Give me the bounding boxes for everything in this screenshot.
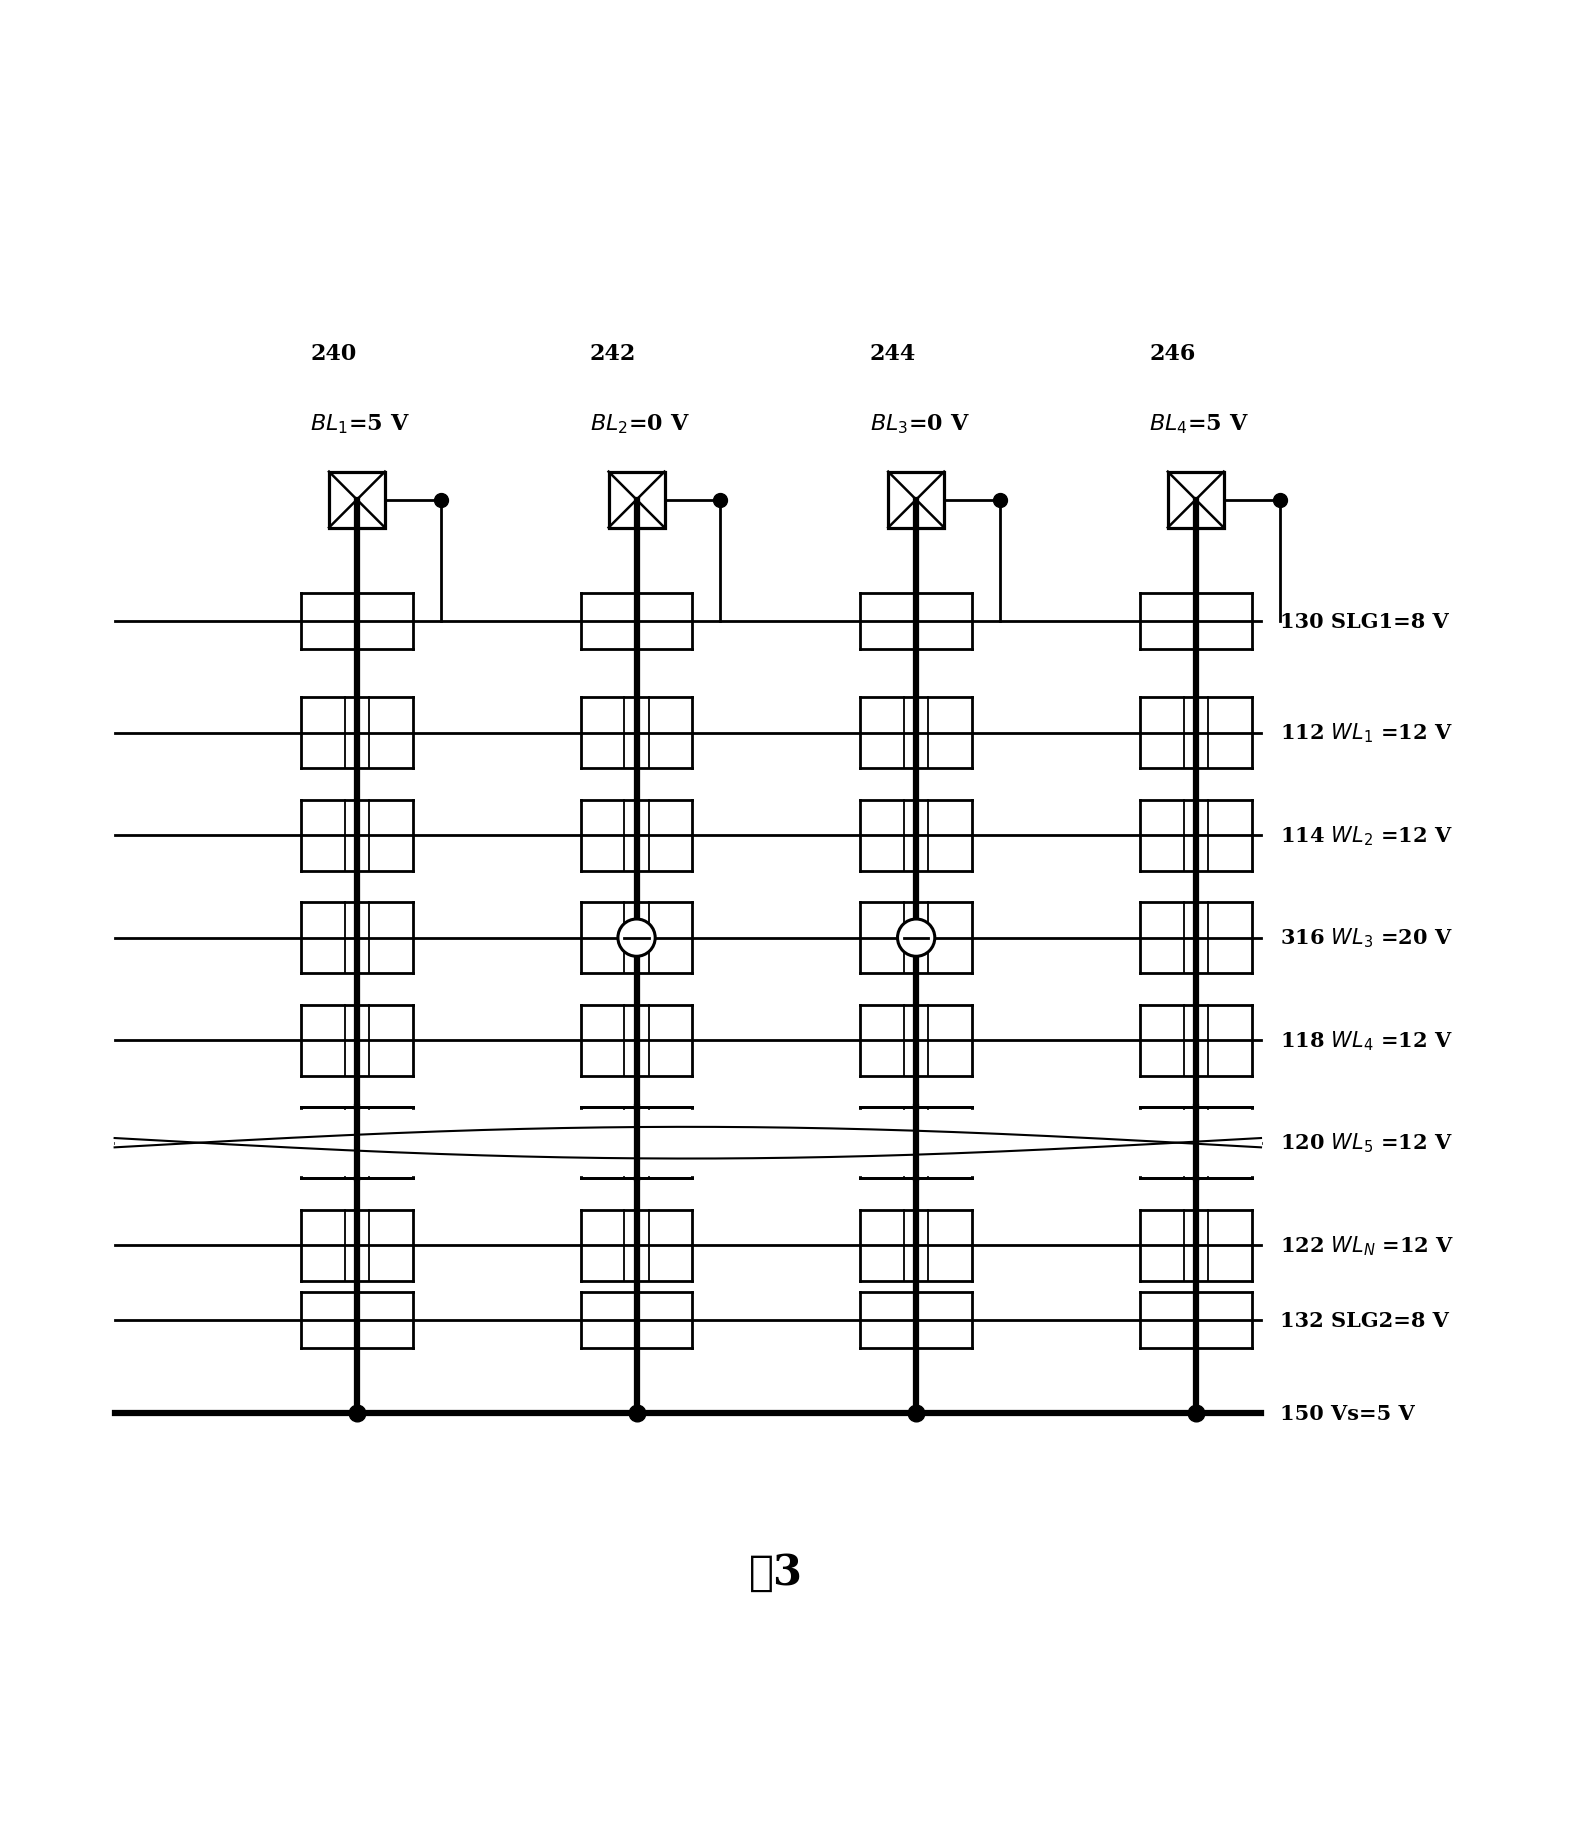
Text: $BL_1$=5 V: $BL_1$=5 V [310, 412, 410, 436]
Bar [609, 473, 665, 528]
Text: 122 $WL_N$ =12 V: 122 $WL_N$ =12 V [1280, 1234, 1453, 1258]
Text: 118 $WL_4$ =12 V: 118 $WL_4$ =12 V [1280, 1028, 1452, 1052]
Bar [889, 473, 944, 528]
Text: 112 $WL_1$ =12 V: 112 $WL_1$ =12 V [1280, 721, 1452, 745]
Text: 图3: 图3 [749, 1550, 803, 1593]
Text: 130 SLG1=8 V: 130 SLG1=8 V [1280, 611, 1448, 631]
Text: 114 $WL_2$ =12 V: 114 $WL_2$ =12 V [1280, 824, 1452, 848]
Text: 316 $WL_3$ =20 V: 316 $WL_3$ =20 V [1280, 927, 1452, 951]
Text: 132 SLG2=8 V: 132 SLG2=8 V [1280, 1309, 1448, 1330]
Text: 244: 244 [870, 344, 916, 366]
Text: $BL_3$=0 V: $BL_3$=0 V [870, 412, 970, 436]
Text: $BL_4$=5 V: $BL_4$=5 V [1150, 412, 1248, 436]
Text: 240: 240 [310, 344, 356, 366]
Bar [329, 473, 385, 528]
Text: 242: 242 [590, 344, 636, 366]
Bar [1167, 473, 1224, 528]
Text: 246: 246 [1150, 344, 1196, 366]
Text: 120 $WL_5$ =12 V: 120 $WL_5$ =12 V [1280, 1131, 1452, 1155]
Circle shape [897, 920, 935, 956]
Text: 150 Vs=5 V: 150 Vs=5 V [1280, 1403, 1415, 1423]
Circle shape [619, 920, 655, 956]
Text: $BL_2$=0 V: $BL_2$=0 V [590, 412, 690, 436]
